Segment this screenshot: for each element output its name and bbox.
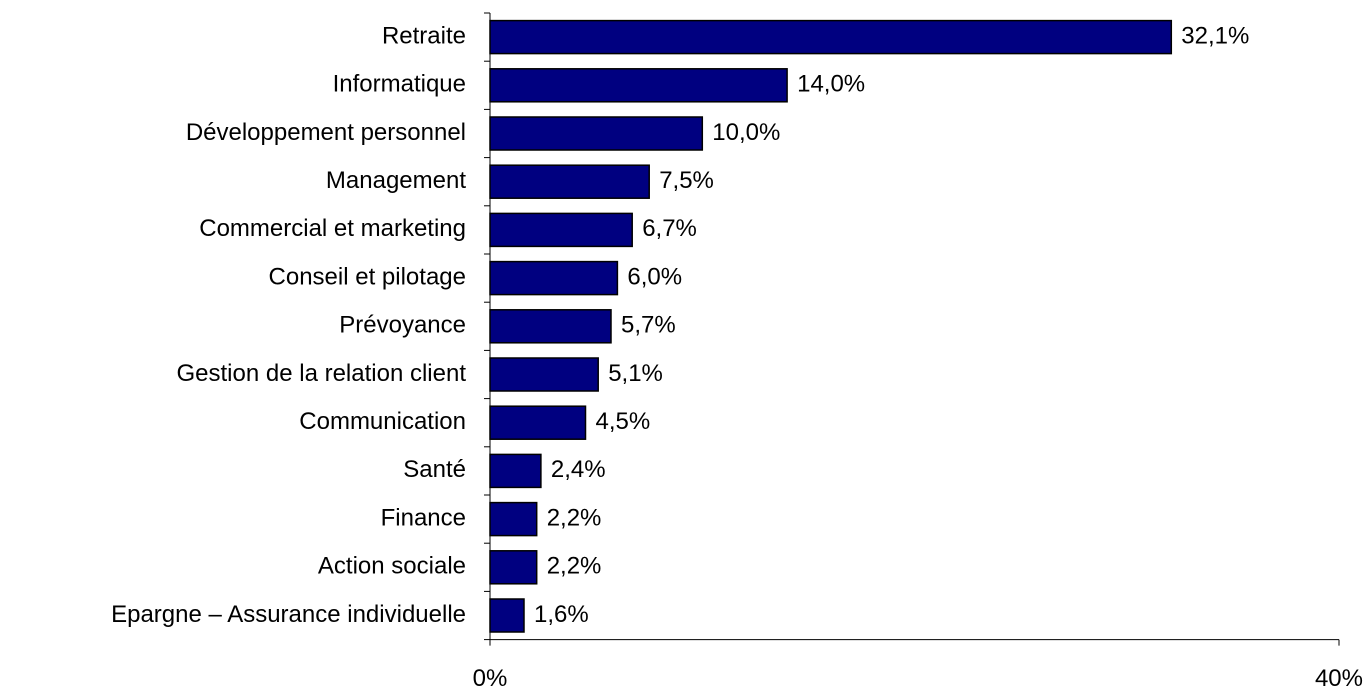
axes — [484, 12, 1340, 646]
bar — [489, 405, 587, 440]
value-label: 7,5% — [659, 167, 714, 194]
bar — [489, 598, 525, 633]
category-label: Gestion de la relation client — [177, 360, 467, 387]
category-label: Prévoyance — [339, 312, 466, 339]
bar — [489, 260, 619, 296]
bars — [489, 19, 1173, 633]
category-label: Développement personnel — [186, 119, 466, 146]
value-label: 6,7% — [642, 215, 697, 242]
category-label: Retraite — [382, 22, 466, 49]
category-label: Communication — [299, 408, 466, 435]
value-label: 14,0% — [797, 71, 865, 98]
bar — [489, 550, 538, 585]
bar — [489, 164, 650, 199]
value-label: 2,4% — [551, 456, 606, 483]
bar — [489, 453, 542, 489]
value-label: 1,6% — [534, 601, 589, 628]
category-label: Conseil et pilotage — [269, 263, 466, 290]
value-label: 5,1% — [608, 360, 663, 387]
value-label: 2,2% — [547, 553, 602, 580]
labels: Retraite 32,1% Informatique 14,0% Développem… — [111, 22, 1363, 692]
x-tick-label: 40% — [1315, 665, 1363, 692]
value-label: 5,7% — [621, 312, 676, 339]
x-tick-label: 0% — [473, 665, 508, 692]
value-label: 2,2% — [547, 504, 602, 531]
bar — [489, 116, 704, 151]
value-label: 10,0% — [712, 119, 780, 146]
value-label: 4,5% — [596, 408, 651, 435]
category-label: Finance — [381, 504, 466, 531]
category-label: Action sociale — [318, 553, 466, 580]
bar — [489, 309, 612, 344]
bar — [489, 357, 599, 392]
category-label: Santé — [403, 456, 466, 483]
bar — [489, 19, 1173, 55]
category-label: Management — [326, 167, 466, 194]
category-label: Informatique — [333, 71, 466, 98]
category-label: Commercial et marketing — [199, 215, 466, 242]
bar — [489, 212, 633, 248]
category-label: Epargne – Assurance individuelle — [111, 601, 466, 628]
bar — [489, 501, 538, 537]
value-label: 32,1% — [1181, 22, 1249, 49]
bar — [489, 68, 788, 103]
value-label: 6,0% — [627, 263, 682, 290]
